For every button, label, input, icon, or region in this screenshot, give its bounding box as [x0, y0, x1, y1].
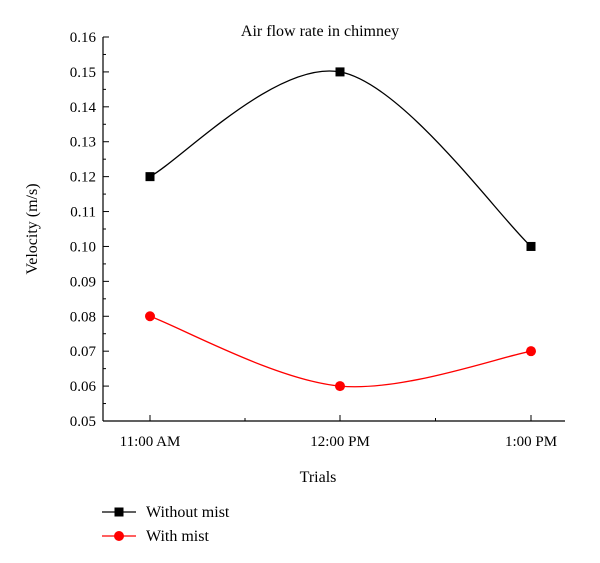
x-tick-label: 1:00 PM — [505, 434, 557, 450]
y-tick-label: 0.06 — [70, 379, 97, 395]
without-mist-line — [149, 70, 532, 247]
y-tick-label: 0.08 — [70, 309, 96, 325]
legend: Without mist With mist — [102, 504, 230, 545]
y-tick-label: 0.09 — [70, 274, 96, 290]
x-axis-title: Trials — [300, 469, 337, 486]
y-axis-ticks: 0.05 0.06 0.07 0.08 0.09 0.10 0.11 0.12 0.13 0.14… — [70, 30, 109, 430]
y-tick-label: 0.14 — [70, 100, 97, 116]
y-axis-title: Velocity (m/s) — [24, 183, 41, 274]
series-layer — [145, 67, 536, 392]
legend-without-mist-marker — [114, 507, 124, 517]
chart-title: Air flow rate in chimney — [241, 23, 399, 40]
y-tick-label: 0.16 — [70, 30, 97, 46]
legend-with-mist-label: With mist — [146, 528, 209, 545]
legend-without-mist-label: Without mist — [146, 504, 230, 521]
legend-with-mist-marker — [114, 531, 124, 541]
without-mist-point — [145, 172, 155, 182]
plot-area: 0.05 0.06 0.07 0.08 0.09 0.10 0.11 0.12 0.13 0.14… — [70, 30, 565, 450]
y-tick-label: 0.07 — [70, 344, 97, 360]
x-tick-label: 11:00 AM — [120, 434, 181, 450]
y-tick-label: 0.13 — [70, 135, 96, 151]
y-tick-label: 0.05 — [70, 414, 96, 430]
y-tick-label: 0.12 — [70, 170, 96, 186]
y-tick-label: 0.15 — [70, 65, 96, 81]
with-mist-point — [145, 311, 155, 322]
with-mist-point — [335, 381, 345, 392]
without-mist-point — [526, 241, 536, 251]
x-tick-label: 12:00 PM — [310, 434, 370, 450]
x-axis-ticks: 11:00 AM 12:00 PM 1:00 PM — [120, 415, 557, 450]
with-mist-point — [526, 346, 536, 357]
y-tick-label: 0.10 — [70, 239, 96, 255]
without-mist-point — [335, 67, 345, 77]
y-tick-label: 0.11 — [70, 205, 96, 221]
with-mist-line — [149, 315, 532, 388]
